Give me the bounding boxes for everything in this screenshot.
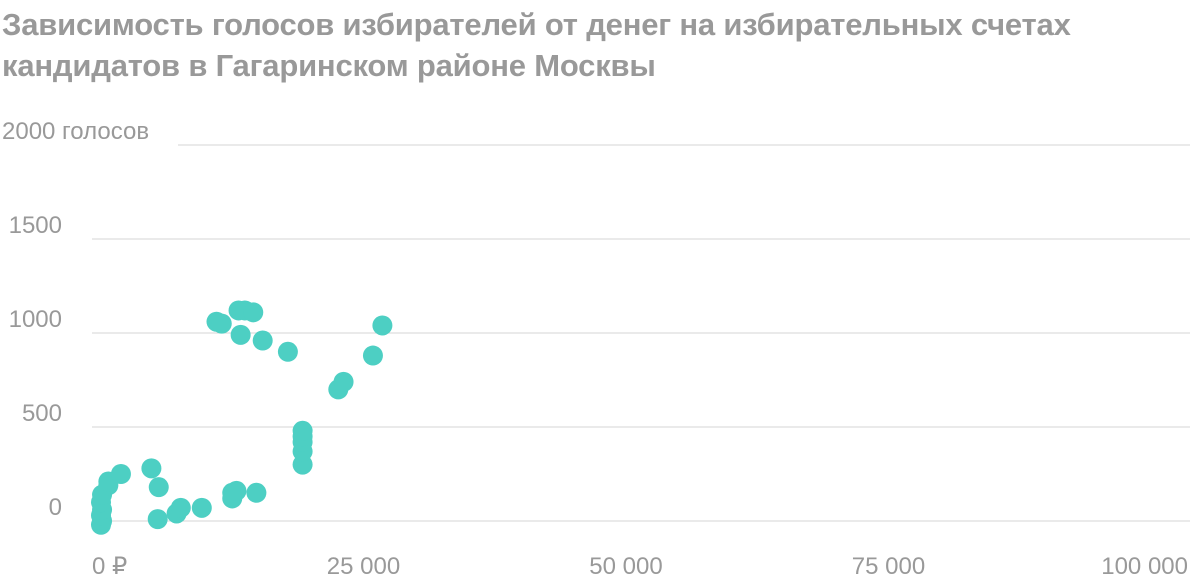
data-point [372, 315, 393, 336]
data-point [211, 313, 232, 334]
y-tick-label: 2000 голосов [2, 118, 149, 145]
x-tick-label: 0 ₽ [92, 553, 127, 580]
x-tick-label: 100 000 [1101, 553, 1188, 580]
y-axis-ticks: 0 500 1000 1500 2000 голосов [2, 118, 149, 521]
data-point [277, 341, 298, 362]
chart-title: Зависимость голосов избирателей от денег… [2, 7, 1071, 83]
data-point [243, 302, 264, 323]
data-points [91, 300, 393, 535]
data-point [148, 477, 169, 498]
data-point [141, 458, 162, 479]
data-point [333, 371, 354, 392]
data-point [147, 509, 168, 530]
data-point [170, 497, 191, 518]
y-tick-label: 500 [22, 400, 62, 427]
x-tick-label: 50 000 [589, 553, 662, 580]
data-point [252, 330, 273, 351]
data-point [362, 345, 383, 366]
y-tick-label: 1000 [9, 306, 62, 333]
data-point [292, 420, 313, 441]
y-tick-label: 0 [49, 494, 62, 521]
data-point [226, 480, 247, 501]
x-axis-ticks: 0 ₽ 25 000 50 000 75 000 100 000 [92, 553, 1188, 580]
data-point [230, 324, 251, 345]
y-tick-label: 1500 [9, 212, 62, 239]
gridlines [92, 144, 1190, 522]
data-point [246, 482, 267, 503]
data-point [110, 464, 131, 484]
data-point [191, 497, 212, 518]
x-tick-label: 25 000 [327, 553, 400, 580]
x-tick-label: 75 000 [852, 553, 925, 580]
